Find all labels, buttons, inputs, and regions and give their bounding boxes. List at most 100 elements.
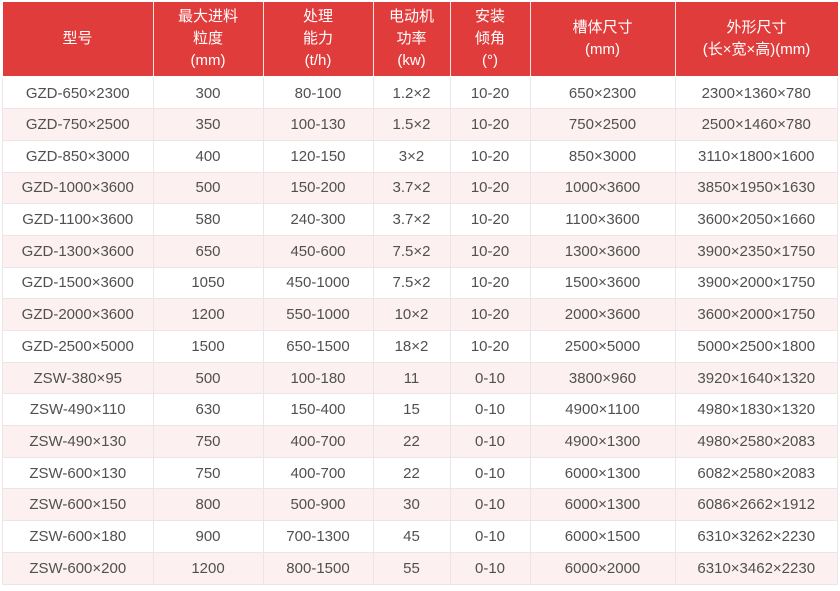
table-cell: 0-10	[449, 520, 531, 553]
table-cell: GZD-1500×3600	[2, 266, 154, 300]
table-cell: 800-1500	[262, 551, 374, 585]
table-cell: ZSW-600×200	[2, 551, 154, 585]
table-cell: 150-200	[262, 171, 374, 205]
table-cell: 7.5×2	[372, 234, 451, 268]
table-cell: GZD-1000×3600	[2, 171, 154, 205]
table-cell: 6310×3462×2230	[674, 551, 838, 585]
table-cell: 1300×3600	[529, 234, 676, 268]
table-cell: 3850×1950×1630	[674, 171, 838, 205]
table-cell: 6082×2580×2083	[674, 456, 838, 490]
table-cell: 22	[372, 456, 451, 490]
table-cell: 10-20	[449, 330, 531, 363]
table-cell: 500-900	[262, 488, 374, 522]
table-cell: 850×3000	[529, 139, 676, 173]
table-cell: 2500×1460×780	[674, 108, 838, 141]
table-row: ZSW-380×95 500 100-180 11 0-10 3800×960 3920×1…	[2, 361, 838, 395]
table-row: GZD-1300×3600 650 450-600 7.5×2 10-20 1300×36…	[2, 234, 838, 268]
table-cell: 1500	[152, 330, 264, 363]
table-cell: 4900×1300	[529, 425, 676, 458]
table-cell: 100-180	[262, 361, 374, 395]
table-cell: 900	[152, 520, 264, 553]
table-row: GZD-650×2300 300 80-100 1.2×2 10-20 650×2300 2…	[2, 76, 838, 110]
table-cell: ZSW-600×150	[2, 488, 154, 522]
table-cell: 10-20	[449, 298, 531, 331]
column-header-motor-power: 电动机 功率 (kw)	[373, 2, 451, 78]
table-cell: 3.7×2	[372, 203, 451, 236]
table-cell: 10-20	[449, 171, 531, 205]
column-header-max-feed-size: 最大进料 粒度 (mm)	[153, 2, 264, 78]
table-cell: 30	[372, 488, 451, 522]
table-cell: GZD-2500×5000	[2, 330, 154, 363]
table-cell: 700-1300	[262, 520, 374, 553]
table-row: GZD-1000×3600 500 150-200 3.7×2 10-20 1000×36…	[2, 171, 838, 205]
table-row: ZSW-600×130 750 400-700 22 0-10 6000×1300 6082…	[2, 456, 838, 490]
table-cell: 4900×1100	[529, 393, 676, 427]
table-row: ZSW-600×180 900 700-1300 45 0-10 6000×1500 631…	[2, 520, 838, 553]
table-cell: 0-10	[449, 361, 531, 395]
table-cell: 4980×2580×2083	[674, 425, 838, 458]
table-cell: 3×2	[372, 139, 451, 173]
table-cell: ZSW-600×130	[2, 456, 154, 490]
table-cell: 0-10	[449, 456, 531, 490]
table-cell: 120-150	[262, 139, 374, 173]
column-header-trough-size: 槽体尺寸 (mm)	[530, 2, 676, 78]
table-cell: 580	[152, 203, 264, 236]
table-cell: 7.5×2	[372, 266, 451, 300]
table-cell: 6086×2662×1912	[674, 488, 838, 522]
table-cell: 80-100	[262, 76, 374, 110]
spec-table-body: GZD-650×2300 300 80-100 1.2×2 10-20 650×2300 2…	[2, 76, 838, 585]
table-cell: 750×2500	[529, 108, 676, 141]
table-cell: 2500×5000	[529, 330, 676, 363]
table-cell: 750	[152, 456, 264, 490]
table-cell: 1200	[152, 298, 264, 331]
table-cell: 1200	[152, 551, 264, 585]
table-cell: 55	[372, 551, 451, 585]
table-row: ZSW-490×110 630 150-400 15 0-10 4900×1100 4980…	[2, 393, 838, 427]
table-cell: GZD-650×2300	[2, 76, 154, 110]
table-cell: 0-10	[449, 551, 531, 585]
table-cell: 240-300	[262, 203, 374, 236]
table-cell: ZSW-490×110	[2, 393, 154, 427]
table-cell: 5000×2500×1800	[674, 330, 838, 363]
table-cell: 150-400	[262, 393, 374, 427]
table-cell: 11	[372, 361, 451, 395]
table-cell: 0-10	[449, 393, 531, 427]
table-cell: 3900×2350×1750	[674, 234, 838, 268]
table-cell: 6000×1500	[529, 520, 676, 553]
header-row: 型号 最大进料 粒度 (mm) 处理 能力 (t/h) 电动机 功率 (kw) …	[2, 2, 838, 78]
table-cell: 10-20	[449, 234, 531, 268]
table-cell: 0-10	[449, 488, 531, 522]
table-cell: 650×2300	[529, 76, 676, 110]
spec-table-header: 型号 最大进料 粒度 (mm) 处理 能力 (t/h) 电动机 功率 (kw) …	[2, 2, 838, 78]
table-cell: 3600×2050×1660	[674, 203, 838, 236]
table-cell: 1.5×2	[372, 108, 451, 141]
table-row: ZSW-600×150 800 500-900 30 0-10 6000×1300 6086…	[2, 488, 838, 522]
table-cell: 6310×3262×2230	[674, 520, 838, 553]
table-cell: 350	[152, 108, 264, 141]
table-cell: 1050	[152, 266, 264, 300]
table-cell: 400-700	[262, 456, 374, 490]
table-row: GZD-750×2500 350 100-130 1.5×2 10-20 750×2500…	[2, 108, 838, 141]
table-cell: 300	[152, 76, 264, 110]
table-cell: 3600×2000×1750	[674, 298, 838, 331]
table-cell: 10-20	[449, 203, 531, 236]
table-cell: ZSW-490×130	[2, 425, 154, 458]
table-cell: GZD-750×2500	[2, 108, 154, 141]
table-cell: 10-20	[449, 108, 531, 141]
table-cell: 650-1500	[262, 330, 374, 363]
table-cell: 6000×2000	[529, 551, 676, 585]
table-cell: 3110×1800×1600	[674, 139, 838, 173]
table-cell: 10-20	[449, 76, 531, 110]
table-row: GZD-2500×5000 1500 650-1500 18×2 10-20 2500×5…	[2, 330, 838, 363]
table-cell: 18×2	[372, 330, 451, 363]
table-cell: 4980×1830×1320	[674, 393, 838, 427]
table-cell: 1100×3600	[529, 203, 676, 236]
table-cell: 10×2	[372, 298, 451, 331]
table-cell: 650	[152, 234, 264, 268]
table-cell: 10-20	[449, 266, 531, 300]
table-cell: GZD-1100×3600	[2, 203, 154, 236]
table-row: ZSW-490×130 750 400-700 22 0-10 4900×1300 4980…	[2, 425, 838, 458]
table-cell: 400	[152, 139, 264, 173]
